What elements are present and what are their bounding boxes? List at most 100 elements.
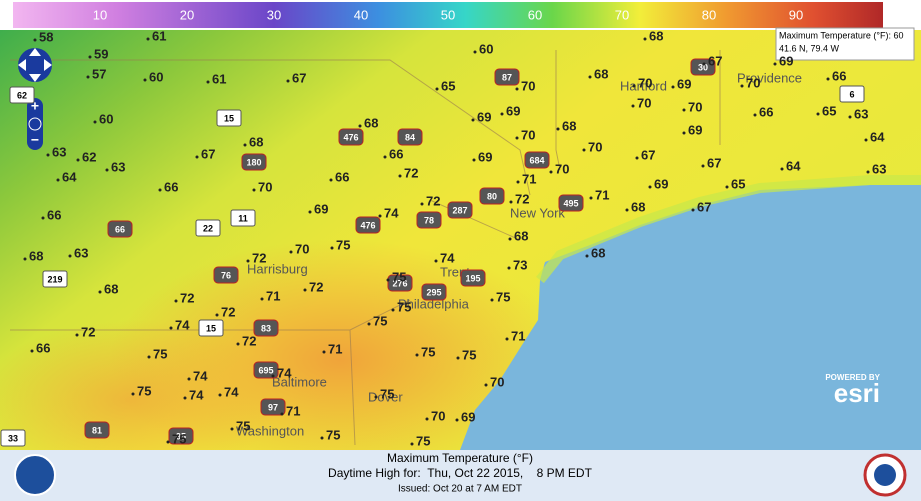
- station-value: 69: [477, 109, 491, 124]
- station-dot: [206, 80, 210, 84]
- station-value: 65: [822, 103, 836, 118]
- station-dot: [780, 167, 784, 171]
- footer-issued: Issued: Oct 20 at 7 AM EDT: [398, 484, 522, 495]
- station-dot: [286, 79, 290, 83]
- highway-number: 15: [224, 113, 234, 123]
- station-value: 63: [74, 245, 88, 260]
- station-dot: [23, 257, 27, 261]
- station-value: 74: [224, 384, 239, 399]
- station-value: 68: [104, 281, 118, 296]
- station-dot: [420, 202, 424, 206]
- station-value: 64: [62, 169, 77, 184]
- station-dot: [320, 436, 324, 440]
- station-value: 68: [29, 248, 43, 263]
- station-dot: [740, 84, 744, 88]
- station-dot: [195, 155, 199, 159]
- station-value: 60: [479, 41, 493, 56]
- nws-logo: [874, 464, 896, 486]
- station-value: 68: [594, 66, 608, 81]
- highway-number: 476: [360, 220, 375, 230]
- station-dot: [252, 188, 256, 192]
- city-label: Hartford: [620, 78, 667, 93]
- pan-down[interactable]: [29, 74, 41, 82]
- highway-number: 195: [465, 273, 480, 283]
- station-dot: [230, 427, 234, 431]
- highway-shield: [355, 216, 381, 234]
- station-value: 75: [496, 289, 510, 304]
- station-value: 75: [397, 299, 411, 314]
- station-value: 58: [39, 29, 53, 44]
- station-value: 65: [441, 78, 455, 93]
- station-dot: [378, 214, 382, 218]
- pan-up[interactable]: [29, 48, 41, 56]
- station-dot: [308, 210, 312, 214]
- zoom-control[interactable]: [27, 98, 43, 150]
- station-dot: [246, 259, 250, 263]
- highway-shield: [84, 421, 110, 439]
- station-dot: [691, 208, 695, 212]
- station-value: 75: [137, 383, 151, 398]
- station-dot: [260, 297, 264, 301]
- station-value: 66: [335, 169, 349, 184]
- station-value: 72: [81, 324, 95, 339]
- nav-control[interactable]: + −: [18, 48, 52, 150]
- station-dot: [549, 170, 553, 174]
- station-value: 68: [514, 228, 528, 243]
- station-dot: [631, 104, 635, 108]
- station-value: 59: [94, 46, 108, 61]
- color-bar: [13, 2, 883, 28]
- highway-shield: [416, 211, 442, 229]
- station-dot: [131, 392, 135, 396]
- station-value: 71: [595, 187, 609, 202]
- zoom-in[interactable]: +: [31, 98, 39, 114]
- station-value: 74: [175, 317, 190, 332]
- station-value: 75: [380, 386, 394, 401]
- station-value: 67: [641, 147, 655, 162]
- station-value: 69: [779, 53, 793, 68]
- warm-zone: [0, 320, 280, 480]
- highway-number: 276: [392, 278, 407, 288]
- station-dot: [473, 50, 477, 54]
- station-value: 74: [440, 250, 455, 265]
- highway-number: 684: [529, 155, 544, 165]
- legend-tick-label: 40: [354, 7, 368, 22]
- station-value: 66: [164, 179, 178, 194]
- station-dot: [508, 237, 512, 241]
- station-value: 71: [286, 403, 300, 418]
- pan-right[interactable]: [44, 59, 52, 71]
- station-value: 69: [688, 122, 702, 137]
- station-dot: [484, 383, 488, 387]
- station-value: 69: [506, 103, 520, 118]
- station-dot: [187, 377, 191, 381]
- station-dot: [864, 138, 868, 142]
- station-value: 72: [309, 279, 323, 294]
- station-dot: [455, 418, 459, 422]
- station-dot: [374, 395, 378, 399]
- station-dot: [183, 396, 187, 400]
- station-value: 68: [591, 245, 605, 260]
- station-dot: [643, 37, 647, 41]
- home[interactable]: [28, 117, 42, 131]
- zoom-out[interactable]: −: [31, 132, 39, 148]
- station-value: 66: [832, 68, 846, 83]
- station-value: 70: [688, 99, 702, 114]
- station-dot: [88, 55, 92, 59]
- station-dot: [174, 299, 178, 303]
- station-dot: [56, 178, 60, 182]
- city-label: Dover: [368, 389, 403, 404]
- station-dot: [425, 417, 429, 421]
- station-dot: [143, 78, 147, 82]
- station-value: 60: [99, 111, 113, 126]
- highway-shield: [839, 85, 865, 103]
- footer: [0, 450, 921, 501]
- station-value: 66: [36, 340, 50, 355]
- pan-left[interactable]: [18, 59, 26, 71]
- borders: [10, 50, 721, 446]
- pan-control[interactable]: [18, 48, 52, 82]
- station-dot: [471, 118, 475, 122]
- station-value: 57: [92, 66, 106, 81]
- station-dot: [105, 168, 109, 172]
- station-value: 69: [677, 76, 691, 91]
- station-value: 74: [189, 387, 204, 402]
